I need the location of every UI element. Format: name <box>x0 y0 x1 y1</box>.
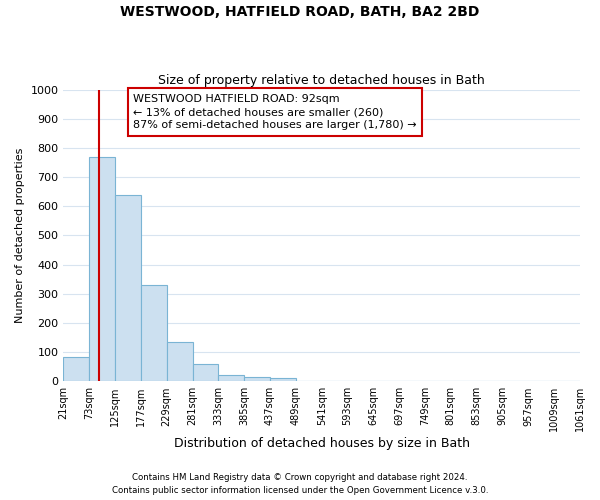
Bar <box>244 377 270 382</box>
Bar <box>141 285 167 382</box>
Text: Contains HM Land Registry data © Crown copyright and database right 2024.
Contai: Contains HM Land Registry data © Crown c… <box>112 474 488 495</box>
Title: Size of property relative to detached houses in Bath: Size of property relative to detached ho… <box>158 74 485 87</box>
X-axis label: Distribution of detached houses by size in Bath: Distribution of detached houses by size … <box>174 437 470 450</box>
Bar <box>193 364 218 382</box>
Y-axis label: Number of detached properties: Number of detached properties <box>15 148 25 323</box>
Text: WESTWOOD, HATFIELD ROAD, BATH, BA2 2BD: WESTWOOD, HATFIELD ROAD, BATH, BA2 2BD <box>121 5 479 19</box>
Bar <box>115 194 141 382</box>
Bar <box>64 356 89 382</box>
Text: WESTWOOD HATFIELD ROAD: 92sqm
← 13% of detached houses are smaller (260)
87% of : WESTWOOD HATFIELD ROAD: 92sqm ← 13% of d… <box>133 94 417 130</box>
Bar <box>167 342 193 382</box>
Bar <box>218 375 244 382</box>
Bar <box>89 156 115 382</box>
Bar <box>270 378 296 382</box>
